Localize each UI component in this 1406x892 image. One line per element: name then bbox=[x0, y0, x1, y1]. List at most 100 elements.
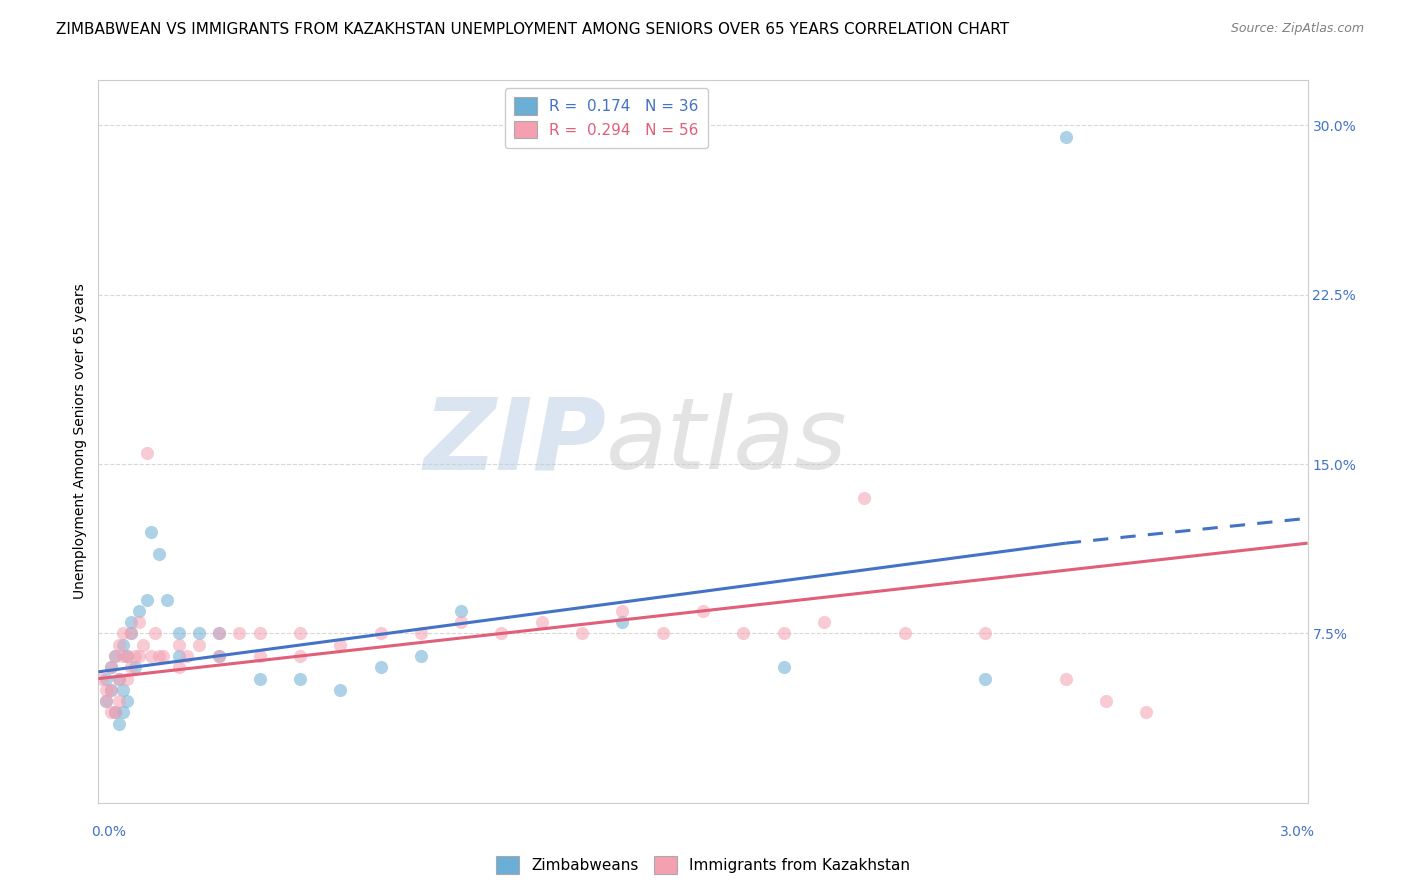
Text: ZIMBABWEAN VS IMMIGRANTS FROM KAZAKHSTAN UNEMPLOYMENT AMONG SENIORS OVER 65 YEAR: ZIMBABWEAN VS IMMIGRANTS FROM KAZAKHSTAN… bbox=[56, 22, 1010, 37]
Point bbox=[249, 672, 271, 686]
Point bbox=[733, 626, 755, 640]
Point bbox=[1135, 706, 1157, 720]
Point bbox=[571, 626, 593, 640]
Point bbox=[167, 638, 190, 652]
Point bbox=[148, 548, 170, 562]
Point bbox=[288, 672, 311, 686]
Text: ZIP: ZIP bbox=[423, 393, 606, 490]
Point bbox=[148, 648, 170, 663]
Point bbox=[115, 648, 138, 663]
Point bbox=[103, 648, 125, 663]
Point bbox=[893, 626, 915, 640]
Legend: R =  0.174   N = 36, R =  0.294   N = 56: R = 0.174 N = 36, R = 0.294 N = 56 bbox=[505, 88, 707, 148]
Point bbox=[152, 648, 174, 663]
Point bbox=[120, 660, 142, 674]
Point bbox=[409, 648, 432, 663]
Point bbox=[974, 672, 997, 686]
Point bbox=[124, 660, 146, 674]
Point bbox=[188, 626, 211, 640]
Point bbox=[103, 706, 125, 720]
Point bbox=[1095, 694, 1118, 708]
Point bbox=[491, 626, 513, 640]
Point bbox=[409, 626, 432, 640]
Point bbox=[107, 638, 129, 652]
Point bbox=[100, 660, 122, 674]
Point bbox=[124, 648, 146, 663]
Point bbox=[128, 604, 150, 618]
Point bbox=[100, 682, 122, 697]
Point bbox=[208, 648, 231, 663]
Point bbox=[107, 672, 129, 686]
Point bbox=[91, 672, 114, 686]
Point bbox=[139, 524, 162, 539]
Y-axis label: Unemployment Among Seniors over 65 years: Unemployment Among Seniors over 65 years bbox=[73, 284, 87, 599]
Point bbox=[1054, 672, 1077, 686]
Point bbox=[329, 638, 352, 652]
Point bbox=[111, 682, 134, 697]
Point bbox=[228, 626, 250, 640]
Point bbox=[450, 615, 472, 630]
Point bbox=[249, 626, 271, 640]
Point bbox=[288, 626, 311, 640]
Point bbox=[692, 604, 714, 618]
Text: 3.0%: 3.0% bbox=[1279, 825, 1315, 839]
Point bbox=[120, 626, 142, 640]
Point bbox=[612, 615, 634, 630]
Point bbox=[135, 446, 157, 460]
Point bbox=[120, 615, 142, 630]
Point bbox=[100, 706, 122, 720]
Point bbox=[107, 672, 129, 686]
Text: Source: ZipAtlas.com: Source: ZipAtlas.com bbox=[1230, 22, 1364, 36]
Point bbox=[111, 648, 134, 663]
Point bbox=[288, 648, 311, 663]
Point bbox=[111, 638, 134, 652]
Point bbox=[156, 592, 179, 607]
Point bbox=[370, 660, 392, 674]
Point bbox=[370, 626, 392, 640]
Point bbox=[853, 491, 876, 505]
Point bbox=[208, 626, 231, 640]
Point bbox=[96, 694, 118, 708]
Point bbox=[115, 694, 138, 708]
Point bbox=[107, 716, 129, 731]
Point bbox=[167, 660, 190, 674]
Point bbox=[329, 682, 352, 697]
Point bbox=[813, 615, 835, 630]
Point bbox=[974, 626, 997, 640]
Point bbox=[128, 615, 150, 630]
Point bbox=[612, 604, 634, 618]
Point bbox=[96, 682, 118, 697]
Point bbox=[208, 648, 231, 663]
Point bbox=[135, 592, 157, 607]
Text: atlas: atlas bbox=[606, 393, 848, 490]
Point bbox=[115, 648, 138, 663]
Point bbox=[530, 615, 553, 630]
Point bbox=[100, 660, 122, 674]
Point bbox=[143, 626, 166, 640]
Point bbox=[96, 694, 118, 708]
Point bbox=[188, 638, 211, 652]
Point bbox=[176, 648, 198, 663]
Text: 0.0%: 0.0% bbox=[91, 825, 127, 839]
Point bbox=[103, 706, 125, 720]
Point bbox=[450, 604, 472, 618]
Point bbox=[132, 638, 155, 652]
Point bbox=[772, 660, 794, 674]
Point bbox=[96, 672, 118, 686]
Point bbox=[120, 626, 142, 640]
Point bbox=[249, 648, 271, 663]
Point bbox=[111, 626, 134, 640]
Point bbox=[115, 672, 138, 686]
Point bbox=[128, 648, 150, 663]
Point bbox=[103, 648, 125, 663]
Point bbox=[772, 626, 794, 640]
Point bbox=[139, 648, 162, 663]
Point bbox=[1054, 129, 1077, 144]
Point bbox=[107, 694, 129, 708]
Point bbox=[167, 626, 190, 640]
Point bbox=[651, 626, 673, 640]
Point bbox=[100, 682, 122, 697]
Legend: Zimbabweans, Immigrants from Kazakhstan: Zimbabweans, Immigrants from Kazakhstan bbox=[489, 850, 917, 880]
Point bbox=[167, 648, 190, 663]
Point bbox=[208, 626, 231, 640]
